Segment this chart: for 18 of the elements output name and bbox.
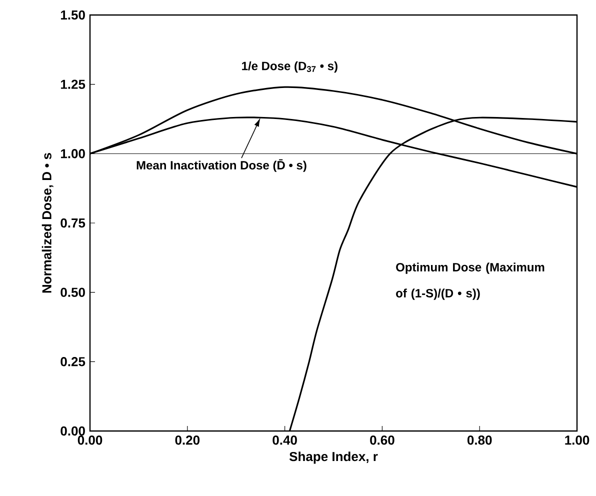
x-tick-label: 0.20 <box>175 436 200 445</box>
text: Optimum Dose (Maximum of (1-S)/(D • s)) <box>396 262 544 300</box>
y-tick-label: 0.50 <box>60 288 85 297</box>
x-tick-label: 1.00 <box>565 436 590 445</box>
series-label: 1/e Dose (D$_{37}$ • s) <box>242 61 338 73</box>
x-axis-title: Shape Index, r <box>289 452 378 464</box>
series-label: Mean Inactivation Dose (D̄ • s) <box>136 159 306 172</box>
x-tick-label: 0.80 <box>467 436 492 445</box>
y-tick-label: 1.50 <box>60 10 85 20</box>
y-tick-label: 0.00 <box>60 426 85 436</box>
x-tick-label: 0.00 <box>78 436 102 445</box>
y-tick-label: 1.00 <box>60 149 85 158</box>
y-tick-label: 0.75 <box>60 218 86 228</box>
x-tick-label: 0.40 <box>272 436 297 445</box>
x-tick-label: 0.60 <box>370 436 394 445</box>
y-axis-title: Normalized Dose, D • s <box>42 152 54 293</box>
y-tick-label: 0.25 <box>60 357 86 366</box>
y-tick-label: 1.25 <box>60 80 86 89</box>
